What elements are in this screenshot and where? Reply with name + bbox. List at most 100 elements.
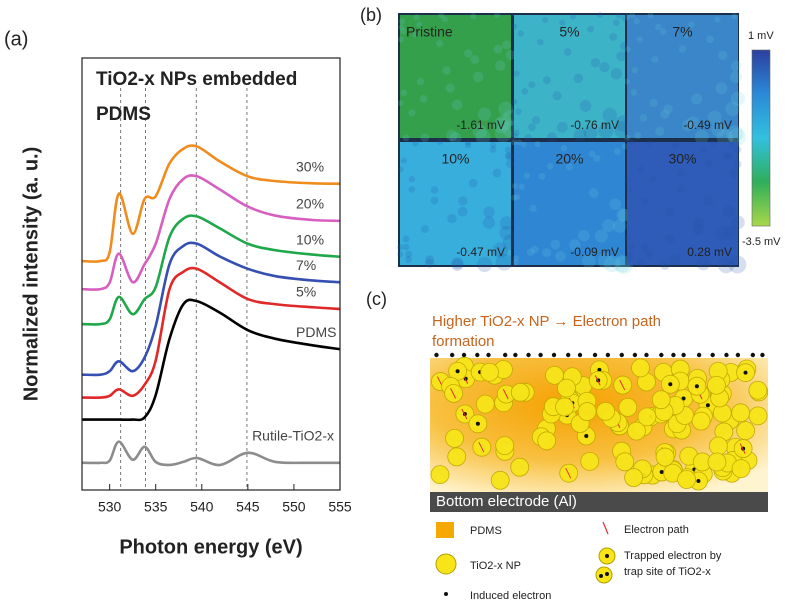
map-texture: [513, 70, 520, 77]
legend-label: Electron path: [624, 524, 689, 536]
map-texture: [398, 24, 405, 31]
map-texture: [612, 19, 620, 27]
map-texture: [602, 219, 615, 232]
map-texture: [538, 172, 546, 180]
trapped-electron: [475, 421, 480, 426]
induced-electron: [449, 352, 455, 358]
electrode-label: Bottom electrode (Al): [436, 493, 577, 510]
map-tiles: Pristine -1.61 mV 5% -0.76 mV 7% -0.49 mV 10% -…: [397, 12, 747, 274]
legend-label: trap site of TiO2-x: [624, 566, 711, 578]
induced-electron: [565, 352, 571, 358]
map-texture: [730, 91, 745, 106]
map-texture: [477, 107, 492, 121]
map-texture: [715, 226, 730, 241]
nanoparticle: [709, 436, 728, 456]
map-texture: [492, 242, 509, 258]
map-tile: [627, 15, 738, 138]
map-texture: [552, 91, 562, 101]
map-texture: [542, 247, 552, 258]
series-line: [81, 266, 341, 399]
electron-path: [450, 388, 457, 399]
map-texture: [621, 15, 629, 22]
map-texture: [733, 160, 742, 169]
map-texture: [408, 109, 416, 117]
map-texture: [682, 30, 690, 38]
map-texture: [728, 128, 747, 146]
map-texture: [594, 229, 609, 243]
map-texture: [725, 101, 741, 117]
tile-value: -0.49 mV: [683, 118, 732, 132]
nanoparticle: [430, 465, 450, 485]
induced-electron: [513, 352, 518, 358]
map-texture: [399, 18, 406, 25]
nanoparticle: [691, 411, 711, 431]
map-texture: [597, 253, 614, 269]
map-texture: [693, 217, 705, 229]
nanoparticle: [624, 468, 644, 487]
map-texture: [412, 140, 419, 147]
x-tick-label: 550: [282, 499, 306, 515]
legend-label: PDMS: [470, 525, 502, 537]
nanoparticle: [510, 382, 530, 402]
colorbar-label: 1 mV: [748, 30, 774, 42]
map-texture: [565, 163, 574, 171]
nanoparticle: [731, 403, 751, 423]
map-texture: [655, 126, 665, 136]
map-texture: [458, 196, 468, 206]
map-texture: [573, 128, 587, 142]
nanoparticle: [655, 447, 675, 467]
map-texture: [729, 71, 742, 84]
map-texture: [512, 259, 519, 266]
tile-name: 7%: [672, 24, 692, 40]
map-texture: [526, 248, 535, 256]
map-texture: [451, 258, 464, 271]
map-texture: [424, 258, 435, 268]
map-texture: [707, 110, 722, 125]
electron-path: [594, 375, 601, 386]
map-texture: [644, 249, 653, 259]
map-texture: [402, 134, 410, 142]
map-texture: [665, 207, 675, 217]
map-texture: [472, 124, 487, 139]
induced-electron: [710, 352, 715, 358]
trapped-electron: [668, 382, 673, 387]
map-texture: [700, 146, 707, 154]
map-texture: [728, 255, 747, 274]
map-texture: [630, 89, 638, 96]
colorbar: [751, 49, 771, 227]
map-texture: [511, 23, 518, 30]
map-texture: [524, 134, 532, 142]
map-texture: [609, 198, 622, 211]
map-texture: [499, 216, 514, 230]
map-texture: [521, 87, 529, 95]
map-texture: [663, 104, 673, 114]
map-texture: [621, 143, 629, 150]
map-texture: [625, 176, 632, 183]
induced-electron: [671, 352, 676, 358]
nanoparticle: [637, 407, 657, 427]
map-texture: [669, 254, 681, 266]
map-texture: [625, 256, 632, 263]
x-tick-label: 555: [328, 499, 352, 515]
map-texture: [628, 139, 635, 146]
induced-electron: [659, 352, 664, 358]
map-texture: [568, 239, 581, 251]
map-texture: [649, 99, 658, 108]
legend-dot: [444, 592, 448, 596]
map-texture: [517, 30, 524, 37]
map-texture: [468, 178, 478, 188]
map-texture: [723, 205, 736, 218]
map-texture: [546, 132, 557, 143]
map-texture: [694, 129, 709, 144]
map-texture: [659, 28, 667, 35]
trapped-electron: [659, 469, 664, 474]
series-label: PDMS: [296, 324, 336, 340]
legend-label: TiO2-x NP: [470, 560, 521, 572]
induced-electron: [696, 352, 702, 358]
map-texture: [416, 78, 425, 86]
nanoparticle: [537, 431, 557, 451]
nanoparticle: [495, 436, 515, 456]
map-texture: [495, 253, 513, 271]
map-texture: [725, 152, 734, 160]
x-tick-label: 530: [98, 499, 122, 515]
